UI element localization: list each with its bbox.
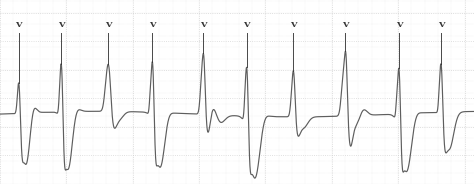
Text: V: V xyxy=(16,22,22,29)
Text: V: V xyxy=(149,22,155,29)
Text: V: V xyxy=(396,22,402,29)
Text: V: V xyxy=(342,22,349,29)
Text: V: V xyxy=(105,22,111,29)
Text: V: V xyxy=(200,22,207,29)
Text: V: V xyxy=(58,22,64,29)
Text: V: V xyxy=(438,22,444,29)
Text: V: V xyxy=(243,22,250,29)
Text: V: V xyxy=(290,22,297,29)
